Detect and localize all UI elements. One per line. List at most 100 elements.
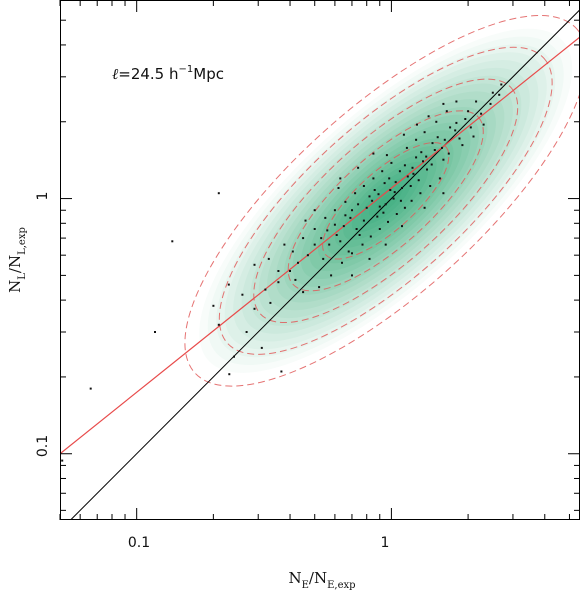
data-point-24 xyxy=(351,209,353,212)
data-point-129 xyxy=(458,137,461,140)
data-point-21 xyxy=(333,223,336,226)
contour-3 xyxy=(218,46,553,355)
data-point-101 xyxy=(489,102,492,105)
x-axis-label: NE/NE,exp xyxy=(288,569,355,591)
data-point-113 xyxy=(349,216,352,219)
data-point-130 xyxy=(469,126,472,129)
data-point-16 xyxy=(306,254,309,257)
data-point-33 xyxy=(398,170,401,173)
x-label-mid: /N xyxy=(309,569,327,587)
data-point-79 xyxy=(438,177,441,180)
data-point-89 xyxy=(376,215,379,218)
data-point-118 xyxy=(382,211,385,214)
data-point-40 xyxy=(436,136,439,139)
data-point-14 xyxy=(289,270,291,272)
data-point-57 xyxy=(387,220,389,223)
data-point-17 xyxy=(302,291,305,294)
data-point-31 xyxy=(388,177,391,180)
data-point-26 xyxy=(362,219,365,222)
data-point-65 xyxy=(354,192,357,195)
data-point-36 xyxy=(415,156,418,159)
data-point-134 xyxy=(416,123,418,126)
data-point-60 xyxy=(302,237,305,240)
data-point-55 xyxy=(369,235,372,238)
y-label-main: N xyxy=(6,280,24,293)
data-point-125 xyxy=(425,155,428,158)
contour-1 xyxy=(287,110,484,292)
data-point-35 xyxy=(409,185,412,187)
data-point-142 xyxy=(401,225,403,228)
data-point-96 xyxy=(443,138,446,141)
y-label-sub2: L,exp xyxy=(17,227,28,255)
data-point-7 xyxy=(233,355,235,358)
data-point-10 xyxy=(241,293,244,296)
data-point-98 xyxy=(464,118,467,120)
data-point-144 xyxy=(442,192,445,195)
identity-line xyxy=(69,9,580,520)
data-point-61 xyxy=(313,228,316,230)
x-label-sub2: E,exp xyxy=(327,580,355,591)
data-point-46 xyxy=(475,100,478,103)
annotation-unit: Mpc xyxy=(193,65,224,83)
data-point-104 xyxy=(227,283,230,286)
reference-lines xyxy=(60,9,580,520)
axis-ticks xyxy=(59,0,580,520)
data-point-131 xyxy=(372,152,375,155)
data-point-77 xyxy=(419,192,422,195)
data-point-110 xyxy=(328,243,331,246)
data-points xyxy=(61,83,503,462)
data-point-63 xyxy=(333,209,336,212)
data-point-99 xyxy=(472,135,475,138)
data-point-87 xyxy=(347,250,350,253)
density-band-18 xyxy=(233,60,539,342)
data-point-121 xyxy=(399,199,402,202)
data-point-8 xyxy=(260,346,263,349)
data-point-68 xyxy=(381,170,384,173)
data-point-122 xyxy=(406,175,409,178)
data-point-32 xyxy=(393,191,396,194)
data-point-59 xyxy=(403,206,406,209)
data-point-52 xyxy=(341,261,343,264)
data-point-3 xyxy=(171,240,174,243)
data-point-37 xyxy=(420,151,423,154)
data-point-105 xyxy=(245,331,248,333)
data-point-9 xyxy=(217,323,220,326)
density-band-3 xyxy=(360,177,412,225)
data-point-64 xyxy=(344,200,347,203)
data-point-140 xyxy=(368,257,371,260)
data-point-128 xyxy=(447,152,450,155)
data-point-72 xyxy=(423,131,426,134)
data-point-27 xyxy=(368,195,371,198)
density-band-8 xyxy=(317,138,454,264)
data-point-76 xyxy=(410,199,413,202)
annotation-scale: ℓ=24.5 h−1Mpc xyxy=(112,64,224,83)
data-point-20 xyxy=(326,229,329,232)
data-point-70 xyxy=(405,146,408,149)
data-point-6 xyxy=(228,373,231,376)
data-point-15 xyxy=(297,261,299,264)
data-point-116 xyxy=(371,199,374,202)
data-point-83 xyxy=(253,263,256,266)
data-point-75 xyxy=(455,100,458,103)
data-point-49 xyxy=(500,83,503,86)
data-point-73 xyxy=(435,120,438,123)
data-point-41 xyxy=(442,158,445,161)
data-point-80 xyxy=(283,243,286,246)
data-point-30 xyxy=(383,182,386,185)
data-point-137 xyxy=(357,166,360,169)
data-point-51 xyxy=(330,274,333,277)
data-point-115 xyxy=(365,206,368,209)
data-point-22 xyxy=(339,240,342,243)
fit-line xyxy=(60,36,580,455)
data-point-39 xyxy=(431,142,434,145)
annotation-ell: ℓ xyxy=(112,65,118,83)
data-point-95 xyxy=(433,149,436,151)
data-point-90 xyxy=(384,203,387,206)
data-point-88 xyxy=(358,234,361,236)
data-point-38 xyxy=(426,168,428,171)
data-point-119 xyxy=(389,189,392,191)
data-point-43 xyxy=(455,121,458,124)
data-point-84 xyxy=(304,219,307,222)
data-point-123 xyxy=(411,166,414,169)
data-point-117 xyxy=(377,193,380,196)
